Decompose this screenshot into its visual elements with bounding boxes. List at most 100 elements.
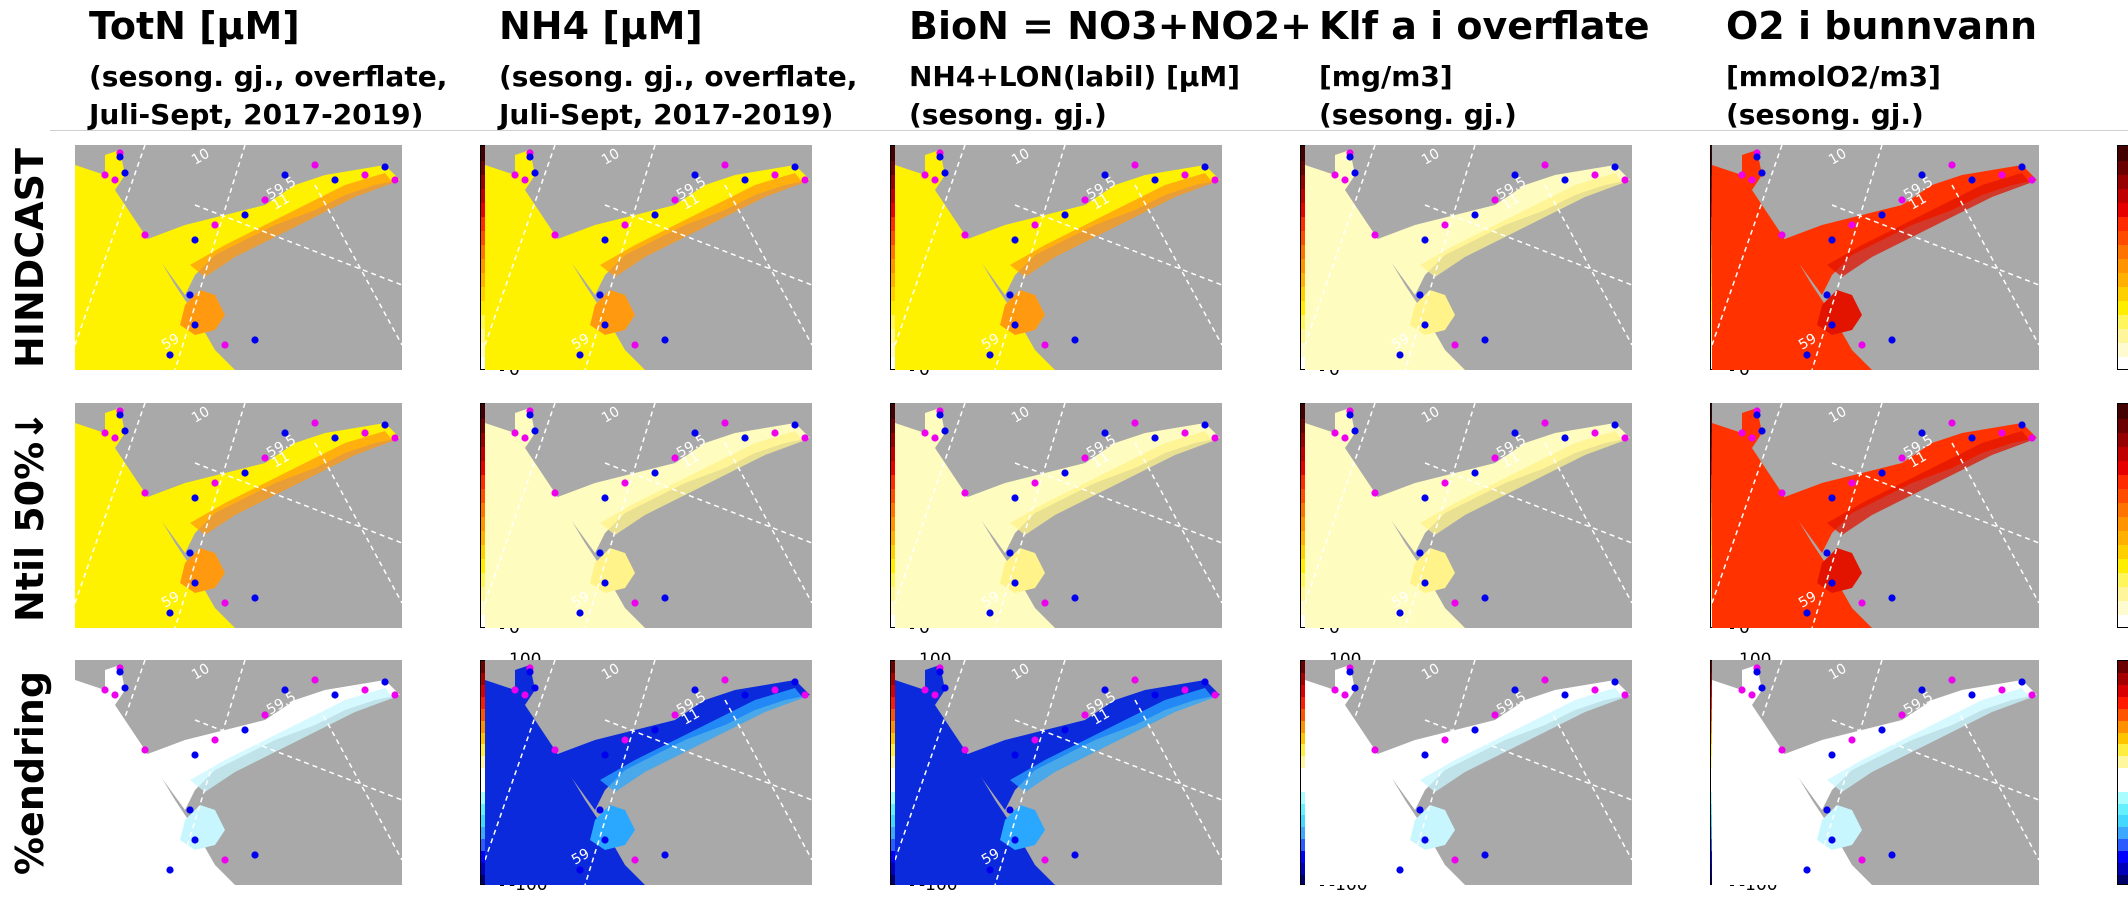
- grid-line-label: 59: [159, 331, 182, 354]
- station-marker-blue: [741, 176, 749, 184]
- colorbar-tick-label: 0: [509, 618, 520, 638]
- station-marker-blue: [1828, 321, 1836, 329]
- station-marker-magenta: [1211, 434, 1219, 442]
- station-marker-blue: [1151, 691, 1159, 699]
- station-marker-magenta: [361, 429, 369, 437]
- inlet: [590, 805, 635, 850]
- colorbar-segment: [2118, 314, 2128, 330]
- station-marker-blue: [331, 691, 339, 699]
- grid-line: [584, 403, 656, 628]
- station-marker-blue: [1351, 427, 1359, 435]
- station-marker-blue: [1346, 411, 1354, 419]
- station-marker-magenta: [1131, 676, 1139, 684]
- grid-line-label: 10: [599, 661, 622, 684]
- grid-line: [604, 719, 812, 801]
- colorbar-segment: [2118, 530, 2128, 546]
- grid-line: [1424, 204, 1632, 286]
- grid-line-label: 59: [1389, 589, 1412, 612]
- station-marker-blue: [596, 549, 604, 557]
- station-marker-magenta: [621, 736, 629, 744]
- station-marker-magenta: [521, 434, 529, 442]
- station-marker-magenta: [671, 454, 679, 462]
- grid-line: [724, 699, 812, 861]
- inlet: [1817, 548, 1862, 593]
- colorbar-segment: [2118, 460, 2128, 475]
- station-marker-blue: [1481, 594, 1489, 602]
- colorbar-tick-label: 0: [919, 618, 930, 638]
- grid-line-label: 10: [1419, 146, 1442, 169]
- station-marker-magenta: [391, 691, 399, 699]
- map-frame: 10 11 59 59.5: [895, 145, 1222, 370]
- station-marker-blue: [116, 153, 124, 161]
- station-marker-magenta: [1031, 479, 1039, 487]
- station-marker-magenta: [101, 686, 109, 694]
- station-marker-blue: [1611, 421, 1619, 429]
- grid-line-label: 10: [189, 661, 212, 684]
- station-marker-magenta: [1371, 231, 1379, 239]
- station-marker-blue: [1803, 609, 1811, 617]
- colorbar-segment: [2118, 720, 2128, 733]
- colorbar-segment: [2118, 516, 2128, 532]
- station-marker-magenta: [1591, 686, 1599, 694]
- station-marker-blue: [1421, 751, 1429, 759]
- station-marker-blue: [1351, 684, 1359, 692]
- station-marker-blue: [531, 169, 539, 177]
- grid-line-label: 10: [1826, 146, 1849, 169]
- station-marker-magenta: [1491, 711, 1499, 719]
- station-marker-blue: [1611, 678, 1619, 686]
- station-marker-magenta: [311, 161, 319, 169]
- colorbar-tick-mark: [1320, 628, 1324, 629]
- column-subtitle: Juli-Sept, 2017-2019): [89, 98, 424, 131]
- station-marker-blue: [651, 211, 659, 219]
- grid-line-label: 11: [1089, 191, 1112, 214]
- station-marker-magenta: [1778, 231, 1786, 239]
- grid-line: [174, 145, 246, 370]
- station-marker-blue: [1011, 579, 1019, 587]
- station-marker-magenta: [771, 429, 779, 437]
- grid-line: [1404, 145, 1476, 370]
- station-marker-magenta: [631, 856, 639, 864]
- map-frame: 10 11 59 59.5: [485, 145, 812, 370]
- inlet: [180, 805, 225, 850]
- map-frame: 10 11 59 59.5: [1712, 403, 2039, 628]
- colorbar-segment: [2118, 258, 2128, 274]
- grid-line-label: 11: [269, 449, 292, 472]
- colorbar-segment: [2118, 572, 2128, 588]
- station-marker-magenta: [801, 176, 809, 184]
- station-marker-blue: [531, 684, 539, 692]
- station-marker-magenta: [1451, 856, 1459, 864]
- grid-line: [1951, 699, 2039, 861]
- station-marker-magenta: [221, 599, 229, 607]
- station-marker-blue: [1758, 684, 1766, 692]
- station-marker-magenta: [1898, 454, 1906, 462]
- grid-line: [1951, 184, 2039, 346]
- station-marker-blue: [601, 751, 609, 759]
- grid-line: [174, 660, 246, 885]
- column-title: TotN [µM]: [89, 4, 300, 48]
- station-marker-blue: [1828, 579, 1836, 587]
- station-marker-blue: [1101, 171, 1109, 179]
- station-marker-magenta: [361, 686, 369, 694]
- station-marker-blue: [596, 806, 604, 814]
- station-marker-magenta: [1591, 171, 1599, 179]
- grid-line-label: 10: [1419, 661, 1442, 684]
- station-marker-blue: [166, 351, 174, 359]
- station-marker-blue: [1101, 429, 1109, 437]
- grid-line: [194, 204, 402, 286]
- column-subtitle: [mmolO2/m3]: [1726, 60, 1941, 93]
- station-marker-magenta: [1748, 691, 1756, 699]
- station-marker-blue: [596, 291, 604, 299]
- colorbar-segment: [2118, 767, 2128, 780]
- station-marker-blue: [116, 411, 124, 419]
- station-marker-blue: [1201, 421, 1209, 429]
- station-marker-magenta: [921, 686, 929, 694]
- station-marker-blue: [1481, 851, 1489, 859]
- station-marker-magenta: [521, 691, 529, 699]
- station-marker-blue: [281, 171, 289, 179]
- grid-line: [604, 204, 812, 286]
